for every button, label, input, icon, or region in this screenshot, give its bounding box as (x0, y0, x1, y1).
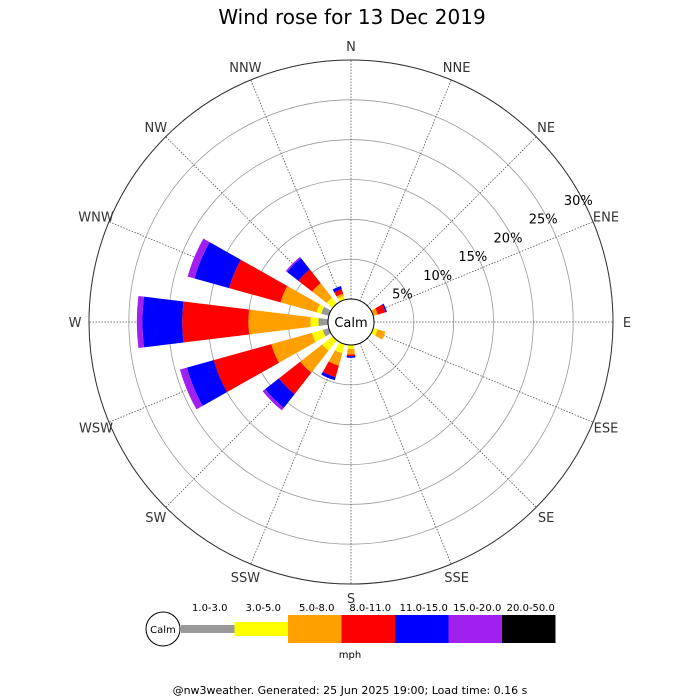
direction-label-W: W (69, 316, 82, 331)
direction-label-WNW: WNW (78, 210, 114, 225)
chart-title: Wind rose for 13 Dec 2019 (218, 5, 485, 29)
direction-label-S: S (347, 592, 355, 607)
spoke-NNW (250, 79, 343, 301)
petal-W-bin-2 (248, 309, 311, 335)
petal-W-bin-0 (318, 318, 329, 326)
direction-label-ESE: ESE (594, 422, 619, 437)
petal-NNW-bin-3 (334, 289, 344, 297)
legend-swatch-1 (234, 622, 288, 636)
direction-label-NNW: NNW (229, 61, 261, 76)
petal-S-bin-3 (346, 354, 356, 357)
petal-WSW-bin-5 (179, 367, 203, 410)
petal-SSW-bin-3 (322, 361, 339, 378)
petal-WSW-bin-4 (186, 360, 227, 406)
petal-WSW-bin-2 (271, 332, 316, 363)
calm-circle: Calm (327, 298, 375, 346)
legend-bin-label: 20.0-50.0 (507, 603, 555, 614)
petal-SSW-bin-4 (321, 371, 336, 381)
petal-WNW-bin-3 (229, 259, 288, 303)
spoke-NNE (359, 79, 452, 301)
petal-NW-bin-5 (285, 256, 302, 273)
petal-W-bin-5 (136, 295, 144, 349)
speed-legend: Calm 1.0-3.0 3.0-5.0 5.0-8.0 8.0-11.0 11.0-1… (145, 603, 556, 661)
legend-bin-label: 8.0-11.0 (349, 603, 391, 614)
direction-label-NW: NW (145, 121, 168, 136)
petal-SSW-bin-1 (334, 342, 345, 354)
legend-swatch-4 (395, 615, 449, 643)
legend-bin-label: 1.0-3.0 (192, 603, 227, 614)
legend-unit: mph (339, 650, 361, 661)
petal-S-bin-1 (347, 344, 355, 349)
petal-NNW-bin-1 (337, 296, 345, 302)
legend-swatch-0 (181, 625, 235, 633)
direction-label-E: E (623, 316, 631, 331)
spoke-SSE (359, 343, 452, 565)
outer-ring (88, 59, 614, 585)
petal-NW-bin-4 (287, 258, 310, 281)
legend-swatch-6 (502, 615, 556, 643)
legend-swatch-5 (448, 615, 502, 643)
direction-label-ENE: ENE (593, 210, 619, 225)
legend-bin-label: 5.0-8.0 (299, 603, 334, 614)
petal-WNW-bin-5 (187, 238, 210, 279)
petal-SW-bin-2 (300, 344, 329, 373)
petal-NNW-bin-4 (332, 286, 342, 293)
petal-WNW-bin-0 (321, 306, 331, 316)
petal-ENE-bin-3 (375, 304, 386, 315)
petal-NNW-bin-2 (336, 293, 344, 299)
petal-SW-bin-3 (278, 361, 312, 395)
direction-label-SE: SE (538, 511, 554, 526)
petal-NW-bin-2 (312, 283, 332, 303)
petal-WNW-bin-2 (280, 285, 320, 313)
footer-text: @nw3weather. Generated: 25 Jun 2025 19:0… (173, 684, 528, 697)
calm-label: Calm (334, 316, 367, 331)
direction-labels: N NNE NE ENE E ESE SE SSE S SSW SW WSW W WNW NW NNW (69, 40, 632, 607)
legend-bin-label: 15.0-20.0 (453, 603, 501, 614)
petal-WNW-bin-1 (316, 304, 325, 314)
direction-label-SSE: SSE (444, 571, 469, 586)
radial-tick-label: 15% (458, 250, 487, 265)
petal-SW-bin-5 (262, 389, 284, 411)
spoke-NE (366, 136, 537, 307)
petal-ESE-bin-2 (375, 329, 386, 340)
radial-tick-label: 5% (392, 288, 413, 303)
petal-S-bin-4 (346, 355, 356, 358)
petal-WSW-bin-3 (213, 344, 279, 393)
direction-label-N: N (346, 40, 356, 55)
petal-ENE-bin-4 (382, 303, 387, 313)
spoke-ENE (372, 221, 594, 314)
petal-SSW-bin-2 (328, 350, 343, 366)
spoke-SSW (250, 343, 343, 565)
petal-NW-bin-3 (298, 269, 321, 292)
petal-SW-bin-4 (265, 378, 295, 408)
legend-bin-label: 3.0-5.0 (246, 603, 281, 614)
spoke-ESE (372, 330, 594, 423)
radial-tick-label: 10% (423, 269, 452, 284)
petal-S-bin-2 (347, 348, 355, 355)
petal-W-bin-3 (182, 301, 250, 343)
wind-petals (136, 238, 387, 411)
petal-W-bin-4 (142, 296, 184, 348)
petal-WNW-bin-4 (194, 242, 241, 289)
radial-tick-label: 20% (494, 231, 523, 246)
radial-tick-label: 30% (564, 194, 593, 209)
direction-label-WSW: WSW (79, 422, 113, 437)
direction-label-SW: SW (145, 511, 166, 526)
petal-WSW-bin-1 (311, 329, 326, 342)
direction-label-SSW: SSW (231, 571, 261, 586)
petal-W-bin-1 (310, 317, 319, 327)
petal-NW-bin-1 (326, 297, 337, 308)
direction-label-NNE: NNE (443, 61, 471, 76)
legend-bin-label: 11.0-15.0 (400, 603, 448, 614)
radial-tick-labels: 5% 10% 15% 20% 25% 30% (392, 194, 593, 303)
spoke-SE (366, 337, 537, 508)
direction-label-NE: NE (537, 121, 555, 136)
legend-swatch-3 (341, 615, 395, 643)
legend-swatch-2 (288, 615, 342, 643)
petal-WSW-bin-0 (322, 328, 331, 337)
petal-SW-bin-1 (322, 336, 337, 351)
radial-tick-label: 25% (529, 213, 558, 228)
legend-calm-label: Calm (150, 625, 176, 636)
